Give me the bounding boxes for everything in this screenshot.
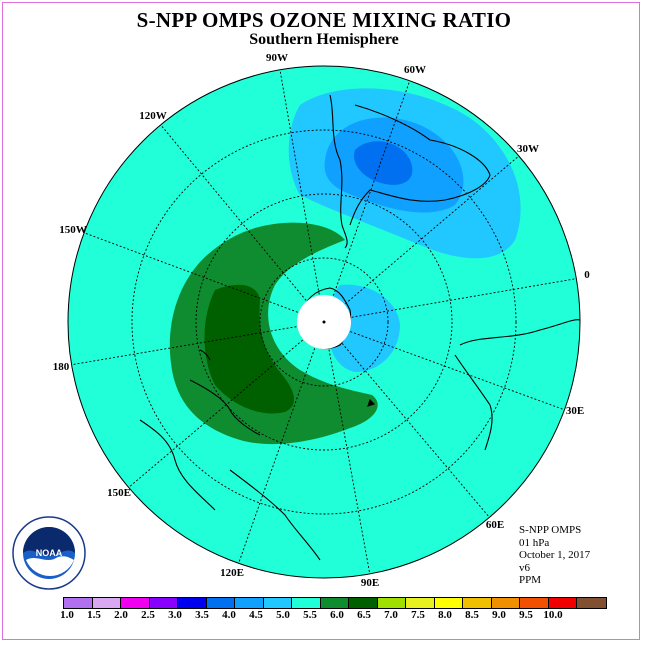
- lon-label-120w: 120W: [139, 110, 167, 122]
- lon-label-120e: 120E: [220, 567, 244, 579]
- map-info-block: S-NPP OMPS 01 hPa October 1, 2017 v6 PPM: [519, 524, 590, 587]
- ozone-contour-5.5-6.0: [204, 284, 295, 414]
- colorbar-tick-label: 5.5: [303, 609, 317, 621]
- colorbar-tick-label: 7.0: [384, 609, 398, 621]
- colorbar-tick-label: 7.5: [411, 609, 425, 621]
- colorbar-tick-label: 2.5: [141, 609, 155, 621]
- map-title: S-NPP OMPS OZONE MIXING RATIO: [136, 8, 512, 32]
- colorbar-swatch: [406, 598, 435, 608]
- lon-label-150w: 150W: [59, 224, 87, 236]
- colorbar-swatch: [149, 598, 178, 608]
- lon-label-90e: 90E: [361, 577, 379, 589]
- colorbar: [63, 597, 607, 609]
- colorbar-tick-label: 2.0: [114, 609, 128, 621]
- colorbar-tick-label: 8.5: [465, 609, 479, 621]
- lon-label-30e: 30E: [566, 405, 584, 417]
- colorbar-swatch: [434, 598, 463, 608]
- coastlines: [139, 94, 580, 561]
- colorbar-swatch: [178, 598, 207, 608]
- colorbar-swatch: [577, 598, 606, 608]
- colorbar-tick-label: 4.5: [249, 609, 263, 621]
- ozone-contour-south-pole-low: [328, 284, 400, 372]
- globe-outline: [67, 65, 581, 579]
- logo-text: NOAA: [36, 548, 63, 558]
- info-units: PPM: [519, 574, 542, 586]
- colorbar-swatch: [349, 598, 378, 608]
- colorbar-swatch: [377, 598, 406, 608]
- colorbar-tick-label: 6.0: [330, 609, 344, 621]
- colorbar-swatch: [92, 598, 121, 608]
- colorbar-swatch: [463, 598, 492, 608]
- figure-frame: [2, 2, 640, 640]
- colorbar-swatch: [491, 598, 520, 608]
- colorbar-swatch: [320, 598, 349, 608]
- colorbar-tick-label: 10.0: [543, 609, 563, 621]
- colorbar-swatch: [206, 598, 235, 608]
- colorbar-tick-label: 3.0: [168, 609, 182, 621]
- colorbar-tick-label: 9.0: [492, 609, 506, 621]
- lon-label-180: 180: [53, 361, 70, 373]
- colorbar-tick-label: 9.5: [519, 609, 533, 621]
- colorbar-swatch: [64, 598, 93, 608]
- map-subtitle: Southern Hemisphere: [249, 31, 399, 48]
- lon-label-60w: 60W: [404, 64, 426, 76]
- noaa-logo: NOAA: [12, 516, 86, 590]
- colorbar-tick-label: 6.5: [357, 609, 371, 621]
- colorbar-swatch: [520, 598, 549, 608]
- lon-label-30w: 30W: [517, 143, 539, 155]
- colorbar-tick-label: 1.0: [60, 609, 74, 621]
- lon-label-90w: 90W: [266, 52, 288, 64]
- colorbar-swatch: [548, 598, 577, 608]
- info-instrument: S-NPP OMPS: [519, 524, 582, 536]
- colorbar-tick-label: 1.5: [87, 609, 101, 621]
- south-pole-marker: [322, 320, 326, 324]
- info-version: v6: [519, 561, 530, 574]
- lon-label-60e: 60E: [486, 519, 504, 531]
- info-date: October 1, 2017: [519, 549, 591, 561]
- colorbar-tick-label: 4.0: [222, 609, 236, 621]
- colorbar-swatch: [292, 598, 321, 608]
- colorbar-swatch: [263, 598, 292, 608]
- colorbar-tick-label: 5.0: [276, 609, 290, 621]
- lon-label-150e: 150E: [107, 487, 131, 499]
- colorbar-tick-label: 8.0: [438, 609, 452, 621]
- lon-label-0: 0: [584, 269, 590, 281]
- colorbar-swatch: [235, 598, 264, 608]
- info-level: 01 hPa: [519, 536, 550, 549]
- colorbar-swatch: [121, 598, 150, 608]
- colorbar-tick-label: 3.5: [195, 609, 209, 621]
- colorbar-ticks: 1.0 1.5 2.0 2.5 3.0 3.5 4.0 4.5 5.0 5.5 6.0 6.5 7.0 7…: [50, 609, 610, 623]
- ozone-contour-2.5-3.0: [354, 141, 413, 185]
